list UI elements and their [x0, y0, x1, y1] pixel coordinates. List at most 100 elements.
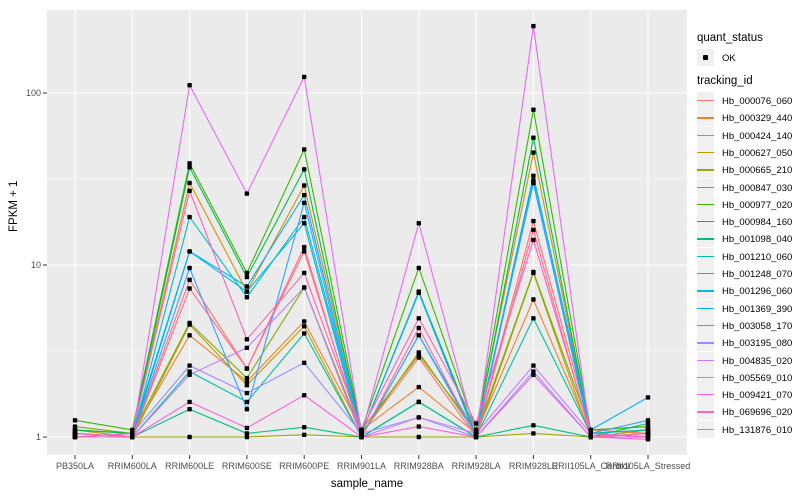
legend-label: Hb_000977_020	[722, 199, 793, 211]
series-color-swatch	[697, 376, 714, 379]
data-point	[187, 165, 192, 170]
line-key-icon	[697, 403, 714, 421]
legend-title-tracking-id: tracking_id	[697, 75, 753, 87]
data-point	[531, 23, 536, 29]
data-point	[187, 83, 192, 88]
line-key-icon	[697, 161, 714, 179]
data-point	[531, 218, 536, 224]
line-key-icon	[697, 109, 714, 127]
x-tick-label: RRIM600SE	[221, 461, 272, 471]
series-color-swatch	[697, 100, 714, 102]
data-point	[588, 434, 593, 440]
data-point	[531, 180, 536, 186]
data-point	[187, 333, 192, 338]
data-point	[244, 407, 250, 412]
data-point	[187, 249, 192, 254]
line-key-icon	[697, 178, 714, 196]
data-point	[302, 393, 307, 398]
data-point	[302, 432, 307, 437]
legend-label: Hb_000627_050	[722, 147, 793, 159]
data-point	[187, 286, 192, 291]
data-point	[244, 274, 250, 280]
series-color-swatch	[697, 255, 714, 258]
data-point	[416, 265, 421, 271]
data-point	[531, 173, 536, 178]
series-color-swatch	[697, 169, 714, 171]
legend-label: Hb_000665_210	[722, 165, 793, 177]
line-key-icon	[697, 386, 714, 404]
data-point	[416, 424, 421, 429]
data-point	[187, 161, 192, 166]
data-point	[302, 221, 307, 226]
data-point	[244, 434, 250, 440]
legend-label-ok: OK	[722, 53, 736, 64]
series-color-swatch	[697, 203, 714, 206]
line-key-icon	[697, 420, 714, 438]
y-tick-label: 1	[35, 432, 41, 442]
x-tick-label: RRIM928BA	[393, 461, 444, 471]
data-point	[473, 434, 479, 440]
data-point	[302, 425, 307, 430]
series-color-swatch	[697, 221, 714, 223]
x-tick-label: PB350LA	[55, 461, 95, 471]
line-key-icon	[697, 351, 714, 369]
legend-label: Hb_005569_010	[722, 372, 793, 384]
data-point	[531, 431, 536, 436]
line-key-icon	[697, 282, 714, 300]
y-tick-label: 10	[30, 260, 41, 270]
data-point	[302, 74, 307, 80]
data-point	[645, 418, 651, 423]
legend-label: Hb_004835_020	[722, 355, 793, 367]
legend-label: Hb_001296_060	[722, 286, 793, 298]
data-point	[244, 379, 250, 384]
data-point	[302, 147, 307, 152]
data-point	[187, 265, 192, 271]
data-point	[645, 434, 651, 440]
data-point	[187, 320, 192, 326]
data-point	[244, 284, 250, 289]
data-point	[244, 399, 250, 405]
series-color-swatch	[697, 134, 714, 136]
series-color-swatch	[697, 342, 714, 344]
legend-label: Hb_000984_160	[722, 217, 793, 229]
data-point	[72, 418, 78, 423]
data-point	[187, 188, 192, 193]
line-key-icon	[697, 299, 714, 317]
y-axis-title: FPKM + 1	[8, 180, 20, 232]
data-point	[187, 407, 192, 412]
data-point	[302, 167, 307, 172]
data-point	[72, 431, 78, 436]
line-key-icon	[697, 126, 714, 144]
data-point	[187, 434, 192, 440]
data-point	[531, 372, 536, 377]
legend-label: Hb_001248_070	[722, 269, 793, 280]
line-key-icon	[697, 368, 714, 386]
data-point	[187, 399, 192, 405]
axis-ticks	[43, 92, 649, 459]
legend-label: Hb_001210_060	[722, 251, 793, 263]
data-point	[531, 227, 536, 233]
line-key-icon	[697, 92, 714, 109]
legend-label: Hb_001369_390	[722, 303, 793, 315]
legend-label: Hb_000076_060	[722, 96, 793, 107]
data-point	[302, 200, 307, 205]
series-points	[72, 23, 651, 442]
data-point	[531, 237, 536, 243]
x-tick-label: RRIM901LA	[336, 461, 387, 471]
data-point	[416, 399, 421, 405]
line-key-icon	[697, 265, 714, 282]
data-point	[187, 214, 192, 220]
point-key-icon	[697, 49, 714, 66]
data-point	[302, 331, 307, 336]
data-point	[359, 427, 364, 433]
legend-label: Hb_003195_080	[722, 338, 793, 350]
data-point	[531, 363, 536, 368]
data-point	[244, 375, 250, 381]
legend-label: Hb_069696_020	[722, 407, 793, 419]
line-key-icon	[697, 143, 714, 161]
line-key-icon	[697, 247, 714, 265]
data-point	[531, 135, 536, 140]
data-point	[416, 221, 421, 226]
data-point	[416, 384, 421, 390]
